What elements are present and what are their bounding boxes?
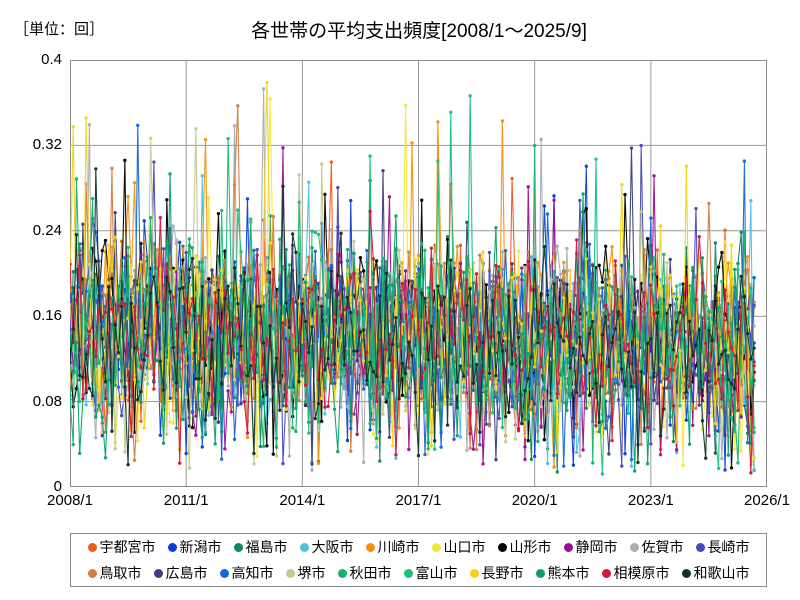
legend-marker-icon	[535, 568, 545, 578]
legend-label: 大阪市	[311, 539, 354, 555]
legend-item[interactable]: 佐賀市	[629, 539, 684, 555]
legend-label: 高知市	[231, 565, 274, 581]
y-tick-label: 0.4	[41, 51, 62, 68]
legend-item[interactable]: 鳥取市	[87, 565, 142, 581]
chart-series	[70, 167, 756, 467]
legend-marker-icon	[167, 542, 177, 552]
legend-marker-icon	[285, 568, 295, 578]
y-tick-label: 0.16	[32, 307, 62, 325]
plot-wrapper	[70, 60, 767, 487]
legend-label: 秋田市	[349, 565, 392, 581]
legend-marker-icon	[299, 542, 309, 552]
legend-item[interactable]: 熊本市	[535, 565, 590, 581]
legend-label: 宇都宮市	[99, 539, 156, 555]
chart-series-canvas	[70, 60, 767, 487]
legend-item[interactable]: 山形市	[497, 539, 552, 555]
legend-label: 鳥取市	[99, 565, 142, 581]
legend-marker-icon	[497, 542, 507, 552]
legend-label: 福島市	[245, 539, 288, 555]
legend-marker-icon	[365, 542, 375, 552]
x-tick-label: 2011/1	[163, 492, 209, 509]
legend-item[interactable]: 福島市	[233, 539, 288, 555]
y-tick-label: 0.08	[32, 392, 62, 410]
legend-label: 長野市	[481, 565, 524, 581]
legend-item[interactable]: 堺市	[285, 565, 326, 581]
legend-label: 長崎市	[707, 539, 750, 555]
legend-item[interactable]: 相模原市	[601, 565, 670, 581]
legend-label: 佐賀市	[641, 539, 684, 555]
legend-item[interactable]: 川崎市	[365, 539, 420, 555]
legend-label: 富山市	[415, 565, 458, 581]
legend-marker-icon	[403, 568, 413, 578]
legend-label: 熊本市	[547, 565, 590, 581]
legend-marker-icon	[681, 568, 691, 578]
legend-item[interactable]: 大阪市	[299, 539, 354, 555]
legend-label: 堺市	[297, 565, 326, 581]
legend-item[interactable]: 山口市	[431, 539, 486, 555]
x-tick-label: 2017/1	[395, 492, 442, 509]
legend-marker-icon	[153, 568, 163, 578]
legend-marker-icon	[563, 542, 573, 552]
y-tick-label: 0.24	[32, 221, 62, 239]
legend-marker-icon	[469, 568, 479, 578]
legend-marker-icon	[431, 542, 441, 552]
x-tick-label: 2014/1	[279, 492, 326, 509]
legend-item[interactable]: 富山市	[403, 565, 458, 581]
legend-item[interactable]: 静岡市	[563, 539, 618, 555]
legend-marker-icon	[87, 568, 97, 578]
legend-marker-icon	[695, 542, 705, 552]
legend-item[interactable]: 広島市	[153, 565, 208, 581]
legend-item[interactable]: 長崎市	[695, 539, 750, 555]
legend-label: 山形市	[509, 539, 552, 555]
legend-label: 川崎市	[377, 539, 420, 555]
x-tick-label: 2026/1	[744, 492, 790, 509]
x-tick-label: 2008/1	[47, 492, 93, 509]
legend-label: 山口市	[443, 539, 486, 555]
legend-marker-icon	[601, 568, 611, 578]
chart-title: 各世帯の平均支出頻度[2008/1～2025/9]	[251, 21, 587, 42]
unit-label: ［単位：回］	[14, 21, 105, 38]
legend-item[interactable]: 和歌山市	[681, 565, 750, 581]
chart-legend: 宇都宮市 新潟市 福島市 大阪市 川崎市 山口市 山形市 静岡市 佐賀市 長崎市鳥取市 広島市 高知市…	[70, 533, 767, 587]
legend-label: 新潟市	[179, 539, 222, 555]
legend-marker-icon	[337, 568, 347, 578]
y-tick-label: 0.32	[32, 136, 62, 154]
legend-label: 相模原市	[613, 565, 670, 581]
x-tick-label: 2020/1	[511, 492, 558, 509]
legend-row: 宇都宮市 新潟市 福島市 大阪市 川崎市 山口市 山形市 静岡市 佐賀市 長崎市	[71, 534, 766, 560]
legend-label: 和歌山市	[693, 565, 750, 581]
legend-marker-icon	[87, 542, 97, 552]
legend-marker-icon	[219, 568, 229, 578]
legend-label: 静岡市	[575, 539, 618, 555]
legend-item[interactable]: 秋田市	[337, 565, 392, 581]
legend-row: 鳥取市 広島市 高知市 堺市 秋田市 富山市 長野市 熊本市 相模原市 和歌山市	[71, 560, 766, 586]
legend-item[interactable]: 高知市	[219, 565, 274, 581]
legend-label: 広島市	[165, 565, 208, 581]
legend-item[interactable]: 宇都宮市	[87, 539, 156, 555]
legend-marker-icon	[233, 542, 243, 552]
legend-item[interactable]: 新潟市	[167, 539, 222, 555]
legend-marker-icon	[629, 542, 639, 552]
x-tick-label: 2023/1	[627, 492, 674, 509]
legend-item[interactable]: 長野市	[469, 565, 524, 581]
